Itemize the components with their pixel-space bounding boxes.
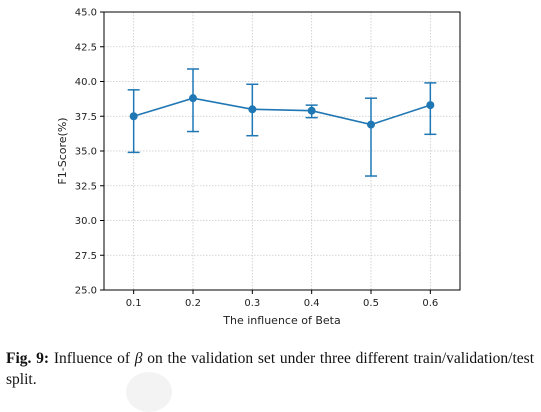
y-tick-label: 42.5 <box>75 42 97 53</box>
y-tick-label: 35.0 <box>75 147 97 158</box>
caption-text-before: Influence of <box>53 350 130 367</box>
caption-symbol: β <box>134 350 143 367</box>
grid-lines <box>104 11 460 291</box>
data-point <box>426 101 435 110</box>
y-axis-label: F1-Score(%) <box>56 117 69 184</box>
y-tick-label: 37.5 <box>75 112 97 123</box>
y-tick-label: 45.0 <box>75 8 97 19</box>
y-axis-ticks: 25.0 27.5 30.0 32.5 35.0 37.5 40.0 42.5 45.0 <box>75 8 104 297</box>
data-point <box>367 120 375 129</box>
series-line <box>133 97 431 126</box>
y-tick-label: 32.5 <box>75 181 97 192</box>
chart: 0.1 0.2 0.3 0.4 0.5 0.6 25.0 27.5 30.0 32.5 35.0 3… <box>56 8 461 327</box>
y-tick-label: 30.0 <box>75 216 97 227</box>
y-tick-label: 40.0 <box>75 77 97 88</box>
data-point <box>129 112 138 121</box>
series-polyline <box>133 97 431 126</box>
data-points <box>129 94 435 129</box>
data-point <box>248 105 257 114</box>
x-axis-ticks: 0.1 0.2 0.3 0.4 0.5 0.6 <box>126 290 438 309</box>
x-tick-label: 0.5 <box>363 298 379 309</box>
x-axis-label: The influence of Beta <box>222 314 340 327</box>
data-point <box>307 106 316 115</box>
error-bars <box>127 68 437 177</box>
data-point <box>189 94 197 103</box>
figure-caption: Fig. 9: Influence of β on the validation… <box>6 348 534 390</box>
caption-label: Fig. 9: <box>6 350 50 367</box>
x-tick-label: 0.4 <box>304 298 320 309</box>
y-tick-label: 27.5 <box>75 251 97 262</box>
y-tick-label: 25.0 <box>75 286 97 297</box>
x-tick-label: 0.2 <box>185 298 201 309</box>
x-tick-label: 0.6 <box>422 298 438 309</box>
x-tick-label: 0.3 <box>244 298 260 309</box>
x-tick-label: 0.1 <box>126 298 142 309</box>
caption-text-after: on the validation set under three differ… <box>6 350 534 388</box>
